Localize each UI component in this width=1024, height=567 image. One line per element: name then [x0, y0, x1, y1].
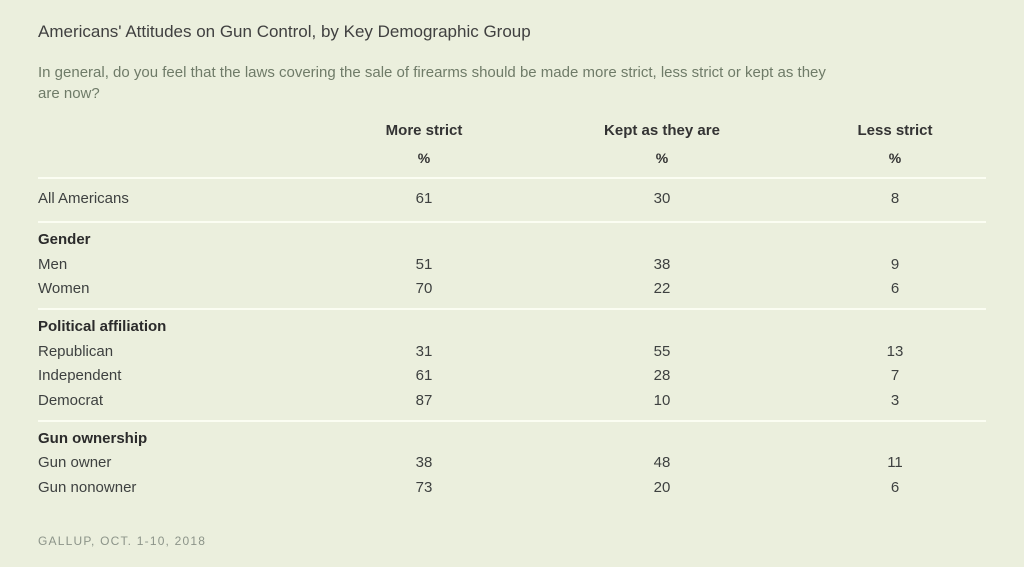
- table-row: Democrat 87 10 3: [38, 388, 986, 413]
- value-cell: 7: [890, 367, 900, 385]
- value-cell: 31: [415, 342, 433, 360]
- section-header-label: Gun ownership: [38, 429, 148, 447]
- table-group: Gender Men 51 38 9 Women 70 22 6: [38, 223, 986, 303]
- section-divider: [38, 221, 986, 223]
- unit-percent: %: [655, 150, 669, 166]
- section-header-row: Gun ownership: [38, 426, 986, 451]
- row-label: Independent: [38, 367, 122, 385]
- table-row: Gun owner 38 48 11: [38, 451, 986, 476]
- column-header-row: More strict Kept as they are Less strict: [38, 116, 986, 144]
- unit-row: % % %: [38, 144, 986, 172]
- value-cell: 3: [890, 391, 900, 409]
- section-divider: [38, 419, 986, 422]
- value-cell: 22: [653, 280, 671, 298]
- value-cell: 38: [653, 255, 671, 273]
- value-cell: 11: [887, 454, 903, 472]
- value-cell: 9: [890, 255, 900, 273]
- value-cell: 30: [653, 190, 671, 207]
- row-label: Gun owner: [38, 454, 112, 472]
- table-row: All Americans 61 30 8: [38, 183, 986, 214]
- table-group: All Americans 61 30 8: [38, 179, 986, 216]
- column-header-more-strict: More strict: [385, 121, 463, 139]
- value-cell: 73: [415, 478, 433, 496]
- unit-percent: %: [888, 150, 902, 166]
- value-cell: 61: [415, 190, 433, 207]
- value-cell: 70: [415, 280, 433, 298]
- table-row: Independent 61 28 7: [38, 364, 986, 389]
- survey-question: In general, do you feel that the laws co…: [38, 64, 826, 102]
- section-header-row: Political affiliation: [38, 314, 986, 339]
- value-cell: 28: [653, 367, 671, 385]
- page-title: Americans' Attitudes on Gun Control, by …: [38, 22, 531, 41]
- section-divider: [38, 177, 986, 179]
- section-header-label: Political affiliation: [38, 318, 167, 335]
- section-header-row: Gender: [38, 227, 986, 252]
- row-label: Men: [38, 255, 68, 273]
- value-cell: 6: [890, 478, 900, 496]
- table-row: Republican 31 55 13: [38, 339, 986, 364]
- row-label: All Americans: [38, 190, 129, 207]
- poll-table-card: Americans' Attitudes on Gun Control, by …: [38, 22, 986, 548]
- table-row: Men 51 38 9: [38, 252, 986, 277]
- table-group: Gun ownership Gun owner 38 48 11 Gun nonowner…: [38, 422, 986, 502]
- row-label: Republican: [38, 342, 114, 360]
- column-header-less-strict: Less strict: [857, 121, 933, 139]
- demographics-table: More strict Kept as they are Less strict…: [38, 116, 986, 502]
- row-label: Women: [38, 280, 90, 298]
- table-row: Gun nonowner 73 20 6: [38, 475, 986, 500]
- value-cell: 38: [415, 454, 433, 472]
- row-label: Gun nonowner: [38, 478, 137, 496]
- value-cell: 87: [415, 391, 433, 409]
- source-attribution: GALLUP, OCT. 1-10, 2018: [38, 533, 207, 548]
- value-cell: 51: [415, 255, 433, 273]
- section-divider: [38, 308, 986, 310]
- value-cell: 61: [415, 367, 433, 385]
- value-cell: 8: [890, 190, 900, 207]
- column-header-kept-as-they-are: Kept as they are: [604, 121, 720, 139]
- section-header-label: Gender: [38, 231, 91, 248]
- unit-percent: %: [417, 150, 431, 166]
- row-label: Democrat: [38, 391, 104, 409]
- value-cell: 10: [653, 391, 671, 409]
- value-cell: 48: [653, 454, 671, 472]
- table-body: All Americans 61 30 8 Gender Men 51 38 9 Women 70 2…: [38, 177, 986, 502]
- table-group: Political affiliation Republican 31 55 13 Ind…: [38, 310, 986, 415]
- value-cell: 55: [653, 342, 671, 360]
- value-cell: 13: [886, 342, 904, 360]
- table-row: Women 70 22 6: [38, 277, 986, 302]
- value-cell: 6: [890, 280, 900, 298]
- value-cell: 20: [653, 478, 671, 496]
